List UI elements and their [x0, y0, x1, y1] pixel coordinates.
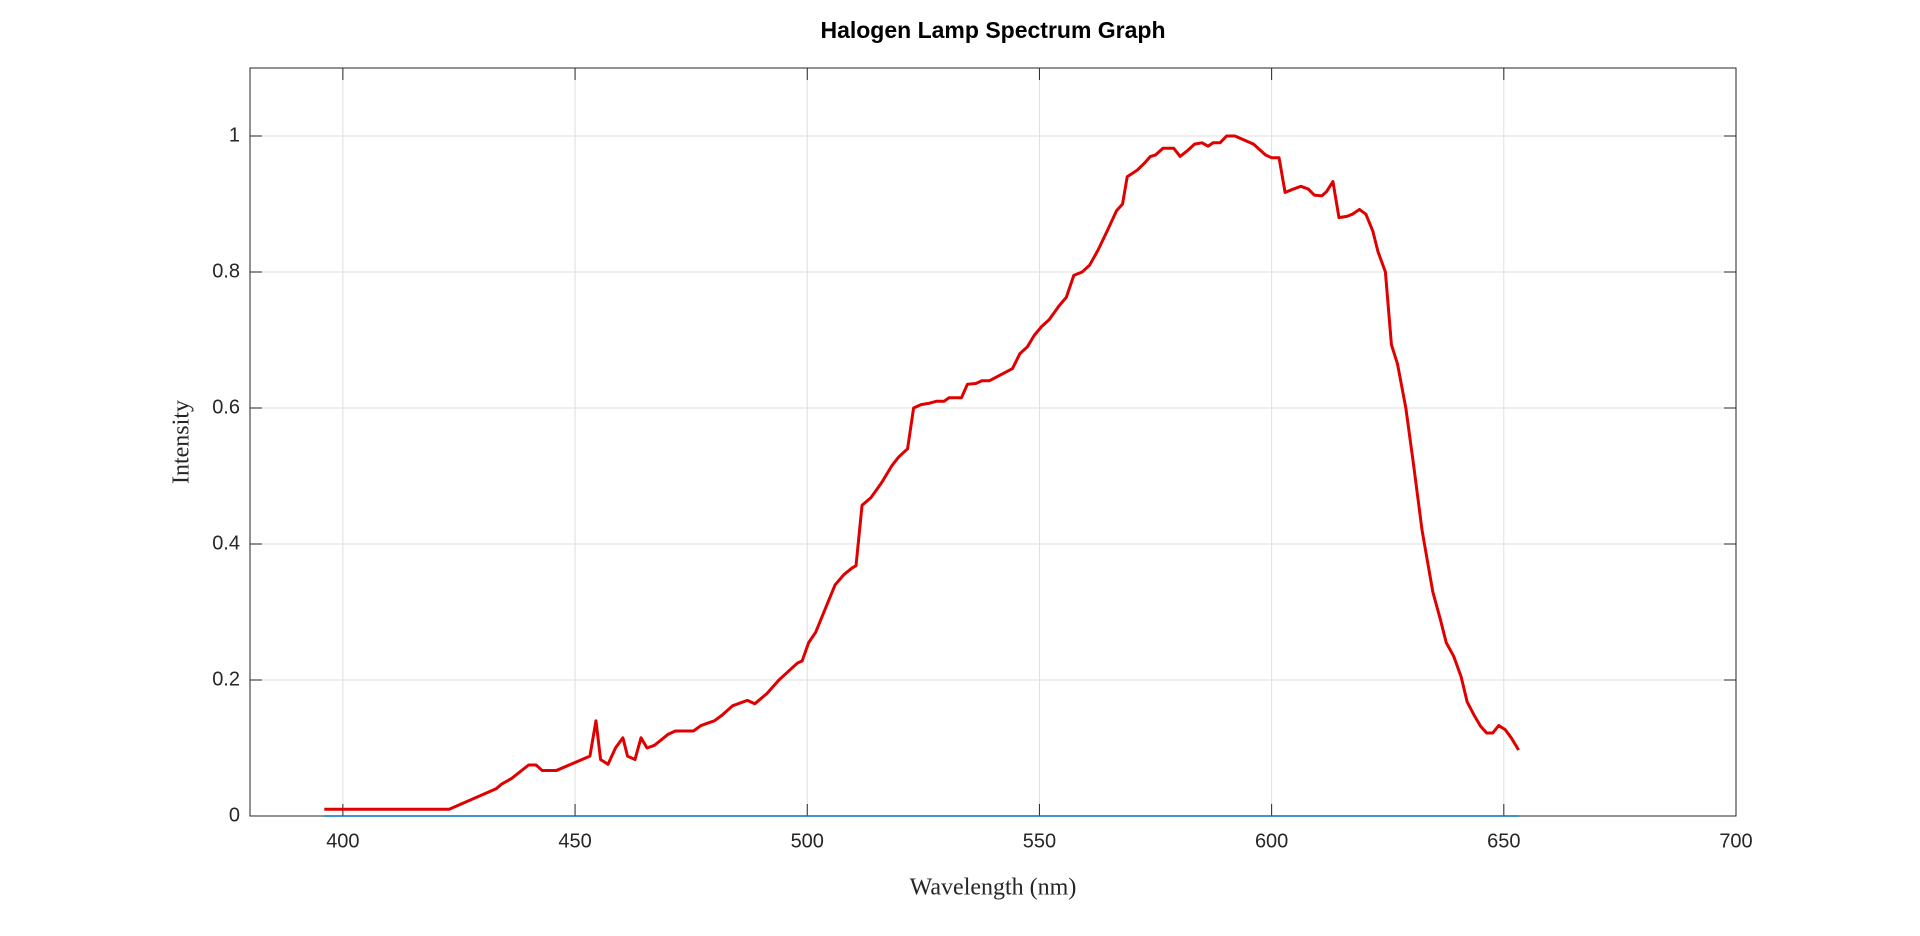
- x-tick-label: 550: [1023, 830, 1056, 852]
- x-tick-label: 600: [1255, 830, 1288, 852]
- x-tick-label: 650: [1487, 830, 1520, 852]
- data-line: [324, 134, 1520, 811]
- x-axis-label: Wavelength (nm): [910, 875, 1077, 901]
- y-tick-label: 0.6: [212, 396, 240, 418]
- y-tick-label: 0.4: [212, 532, 240, 554]
- x-tick-label: 500: [791, 830, 824, 852]
- y-tick-label: 0.8: [212, 260, 240, 282]
- x-tick-label: 400: [326, 830, 359, 852]
- x-tick-label: 450: [558, 830, 591, 852]
- y-tick-label: 1: [229, 124, 240, 146]
- x-tick-label: 700: [1719, 830, 1752, 852]
- y-tick-label: 0: [229, 804, 240, 826]
- y-axis-label: Intensity: [169, 400, 195, 484]
- chart-title: Halogen Lamp Spectrum Graph: [820, 17, 1165, 43]
- y-tick-label: 0.2: [212, 668, 240, 690]
